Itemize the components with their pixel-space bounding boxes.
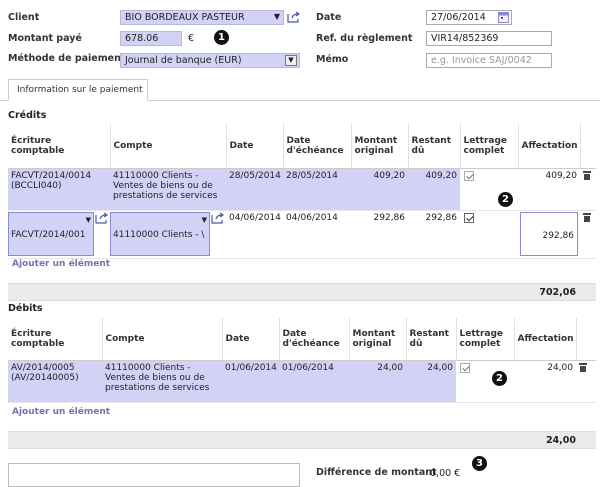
- debits-title: Débits: [8, 303, 43, 314]
- currency-symbol: €: [188, 33, 195, 44]
- col-original: Montant original: [348, 318, 406, 361]
- row-account: 41110000 Clients - Ventes de biens ou de…: [102, 360, 222, 403]
- ref-label: Ref. du règlement: [316, 33, 413, 44]
- memo-label: Mémo: [316, 54, 349, 65]
- ref-value: VIR14/852369: [431, 33, 499, 44]
- row-date: 28/05/2014: [226, 168, 284, 211]
- col-remaining: Restant dû: [407, 124, 461, 169]
- credits-total-bar: 702,06: [8, 283, 596, 301]
- tab-payment-info[interactable]: Information sur le paiement: [8, 79, 148, 101]
- col-reconcile: Lettrage complet: [459, 124, 519, 169]
- col-date: Date: [221, 318, 279, 361]
- col-account: Compte: [101, 318, 222, 361]
- allocation-input[interactable]: 292,86: [520, 211, 579, 256]
- reconcile-checkbox[interactable]: [464, 170, 475, 181]
- row-remaining: 292,86: [408, 210, 461, 259]
- col-remaining: Restant dû: [405, 318, 456, 361]
- col-account: Compte: [109, 124, 227, 169]
- row-entry: FACVT/2014/001: [11, 229, 86, 240]
- row-remaining: 24,00: [406, 360, 456, 403]
- amount-label: Montant payé: [8, 33, 82, 44]
- row-account: 41110000 Clients - \: [113, 229, 205, 240]
- row-entry: AV/2014/0005 (AV/20140005): [8, 360, 102, 403]
- dropdown-arrow-icon: ▼: [85, 215, 91, 224]
- entry-select[interactable]: FACVT/2014/001 ▼: [8, 211, 94, 256]
- calendar-icon[interactable]: [498, 12, 509, 23]
- row-due-date: 28/05/2014: [283, 168, 352, 211]
- account-select[interactable]: 41110000 Clients - \ ▼: [110, 211, 210, 256]
- col-allocation: Affectation: [513, 318, 576, 361]
- amount-value: 678.06: [125, 33, 159, 44]
- memo-input[interactable]: e.g. Invoice SAJ/0042: [426, 53, 552, 68]
- method-select[interactable]: Journal de banque (EUR) ▼: [120, 53, 300, 68]
- reconcile-checkbox[interactable]: [464, 212, 475, 223]
- row-due-date: 01/06/2014: [279, 360, 349, 403]
- trash-icon[interactable]: [583, 212, 592, 222]
- row-original: 24,00: [349, 360, 406, 403]
- col-due-date: Date d'échéance: [278, 318, 349, 361]
- row-allocation: 409,20: [518, 168, 581, 211]
- client-label: Client: [8, 12, 40, 23]
- trash-icon[interactable]: [579, 362, 587, 372]
- external-link-icon[interactable]: [95, 212, 109, 224]
- row-original: 409,20: [351, 168, 409, 211]
- col-entry: Écriture comptable: [8, 318, 102, 361]
- date-label: Date: [316, 12, 342, 23]
- col-reconcile: Lettrage complet: [455, 318, 514, 361]
- callout-badge-2: 2: [492, 371, 507, 386]
- debits-total: 24,00: [545, 435, 576, 446]
- row-account: 41110000 Clients - Ventes de biens ou de…: [110, 168, 227, 211]
- callout-badge-1: 1: [214, 30, 229, 45]
- row-allocation: 292,86: [542, 230, 575, 241]
- method-label: Méthode de paiement: [8, 53, 126, 64]
- tab-divider: [0, 100, 600, 101]
- reconcile-checkbox[interactable]: [460, 362, 470, 373]
- client-select[interactable]: BIO BORDEAUX PASTEUR ▼: [120, 10, 284, 25]
- debits-total-bar: 24,00: [8, 431, 596, 449]
- row-date: 04/06/2014: [226, 210, 284, 259]
- trash-icon[interactable]: [583, 170, 592, 180]
- notes-textarea[interactable]: [8, 463, 300, 487]
- dropdown-arrow-icon: ▼: [273, 12, 280, 21]
- col-original: Montant original: [350, 124, 409, 169]
- table-row[interactable]: FACVT/2014/001 ▼ 41110000 Clients - \ ▼: [8, 210, 597, 259]
- debits-add-link[interactable]: Ajouter un élément: [12, 407, 111, 417]
- credits-add-link[interactable]: Ajouter un élément: [12, 259, 111, 269]
- date-input[interactable]: 27/06/2014: [426, 10, 512, 25]
- row-original: 292,86: [351, 210, 409, 259]
- client-value: BIO BORDEAUX PASTEUR: [125, 12, 245, 23]
- amount-input[interactable]: 678.06: [120, 31, 182, 46]
- row-remaining: 409,20: [408, 168, 461, 211]
- difference-value: 0,00 €: [430, 468, 461, 479]
- col-due-date: Date d'échéance: [282, 124, 352, 169]
- dropdown-arrow-icon: ▼: [285, 55, 297, 66]
- row-due-date: 04/06/2014: [283, 210, 352, 259]
- col-date: Date: [225, 124, 284, 169]
- date-value: 27/06/2014: [431, 12, 486, 23]
- table-row[interactable]: FACVT/2014/0014 (BCCLI040) 41110000 Clie…: [8, 168, 597, 211]
- col-allocation: Affectation: [517, 124, 581, 169]
- callout-badge-3: 3: [472, 456, 487, 471]
- memo-placeholder: e.g. Invoice SAJ/0042: [431, 55, 532, 66]
- col-entry: Écriture comptable: [8, 124, 110, 169]
- credits-total: 702,06: [539, 287, 576, 298]
- external-link-icon[interactable]: [287, 11, 301, 23]
- table-row[interactable]: AV/2014/0005 (AV/20140005) 41110000 Clie…: [8, 360, 596, 403]
- credits-title: Crédits: [8, 110, 47, 121]
- row-allocation: 24,00: [514, 360, 576, 403]
- tab-label: Information sur le paiement: [17, 85, 143, 95]
- credits-table: Écriture comptable Compte Date Date d'éc…: [8, 124, 597, 259]
- row-entry: FACVT/2014/0014 (BCCLI040): [8, 168, 110, 211]
- method-value: Journal de banque (EUR): [125, 55, 242, 66]
- row-date: 01/06/2014: [222, 360, 279, 403]
- debits-table: Écriture comptable Compte Date Date d'éc…: [8, 318, 596, 403]
- dropdown-arrow-icon: ▼: [201, 215, 207, 224]
- difference-label: Différence de montant: [316, 467, 437, 478]
- ref-input[interactable]: VIR14/852369: [426, 31, 552, 46]
- external-link-icon[interactable]: [211, 212, 225, 224]
- callout-badge-2: 2: [498, 192, 513, 207]
